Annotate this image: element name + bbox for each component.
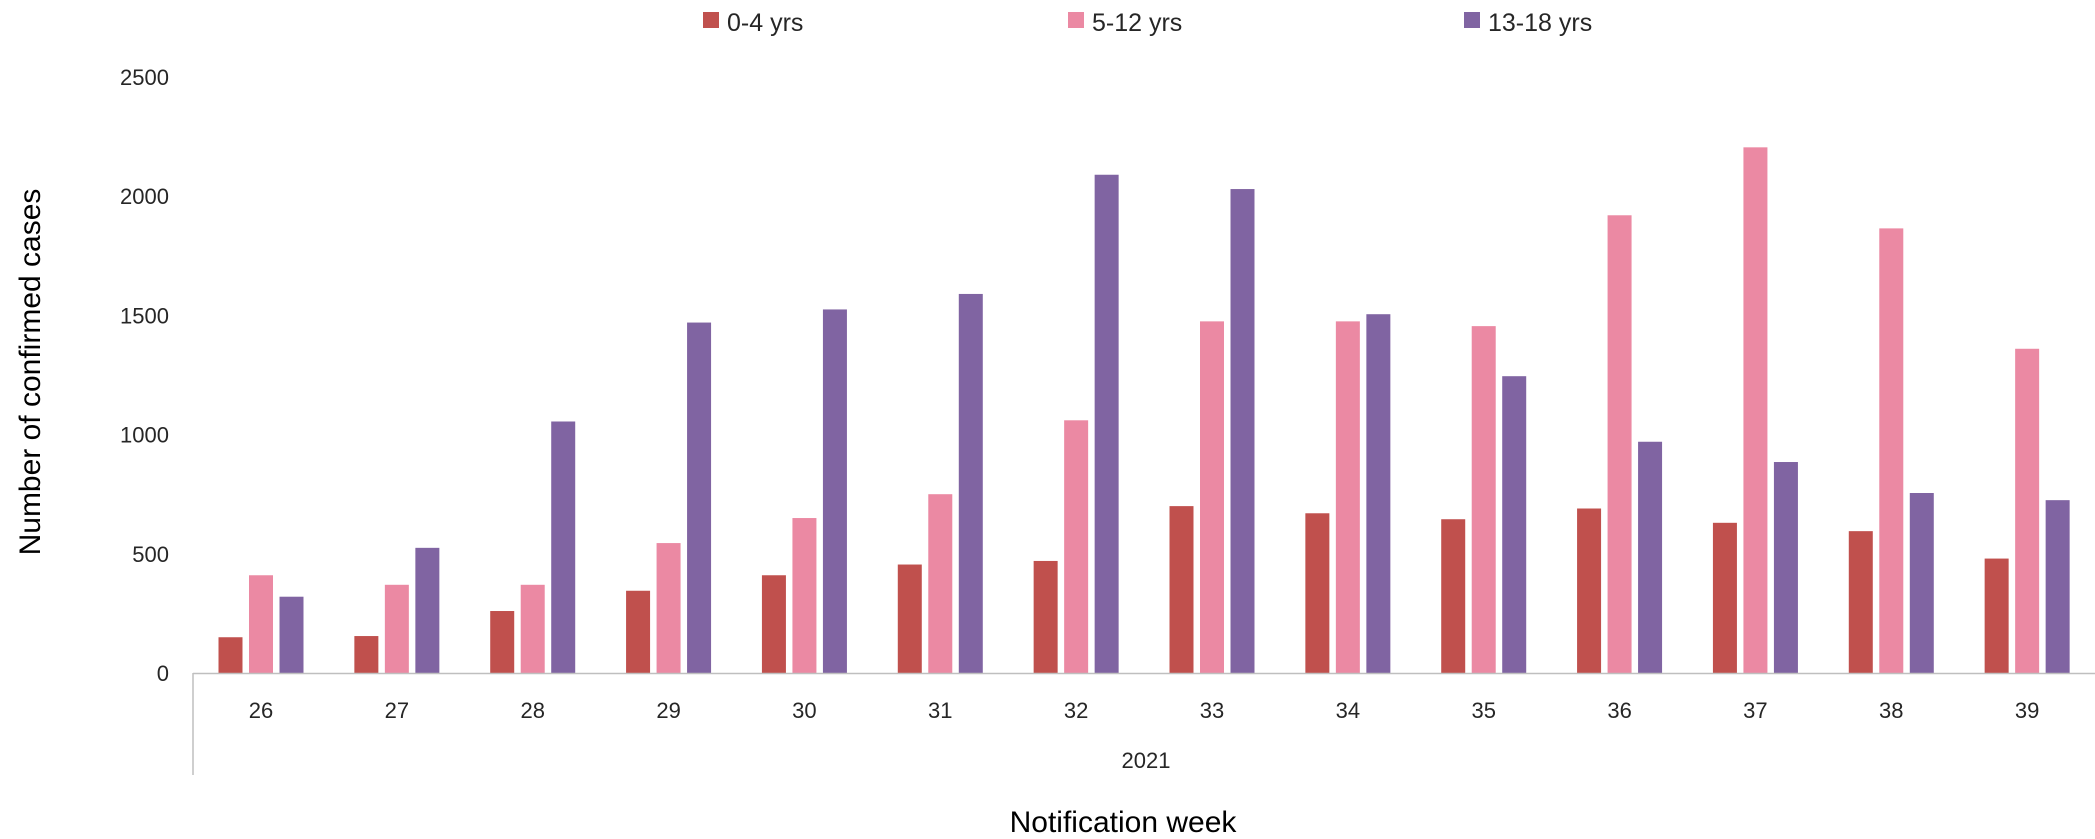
bar <box>897 564 922 673</box>
y-tick-label: 1000 <box>120 423 169 448</box>
bar <box>1743 147 1768 673</box>
legend: 0-4 yrs 5-12 yrs 13-18 yrs <box>703 9 1592 37</box>
bar <box>1712 522 1737 673</box>
bar <box>354 636 379 673</box>
bar <box>792 518 817 673</box>
y-tick-label: 2000 <box>120 184 169 209</box>
legend-item: 13-18 yrs <box>1464 9 1592 37</box>
x-axis-title: Notification week <box>1010 806 1238 839</box>
bar <box>520 584 545 673</box>
bar <box>1471 326 1496 673</box>
bar <box>1366 314 1391 673</box>
bar <box>928 494 953 673</box>
bar <box>1879 228 1904 673</box>
x-tick-label: 28 <box>520 698 544 723</box>
bar <box>1502 376 1527 673</box>
bar <box>1909 493 1934 673</box>
bar <box>279 596 304 673</box>
bar <box>958 293 983 673</box>
y-axis-ticks: 0 500 1000 1500 2000 2500 <box>120 65 169 686</box>
legend-swatch <box>703 12 719 28</box>
legend-label: 13-18 yrs <box>1488 9 1592 37</box>
bar <box>1200 321 1224 673</box>
bars <box>218 147 2070 673</box>
bar <box>490 611 515 673</box>
y-tick-label: 0 <box>157 661 169 686</box>
bar <box>1638 441 1663 673</box>
x-tick-label: 33 <box>1200 698 1224 723</box>
bar <box>384 584 409 673</box>
y-tick-label: 1500 <box>120 303 169 328</box>
y-tick-label: 500 <box>132 542 169 567</box>
bar <box>1848 531 1873 673</box>
bar <box>218 637 243 673</box>
bar <box>1305 513 1330 673</box>
x-tick-label: 26 <box>249 698 273 723</box>
bar <box>656 543 681 673</box>
x-tick-label: 27 <box>385 698 409 723</box>
bar <box>1169 506 1194 673</box>
x-tick-label: 30 <box>792 698 816 723</box>
x-tick-label: 31 <box>928 698 952 723</box>
bar <box>1441 519 1466 673</box>
bar <box>1230 189 1255 673</box>
legend-swatch <box>1068 12 1084 28</box>
legend-label: 0-4 yrs <box>727 9 803 37</box>
x-tick-label: 32 <box>1064 698 1088 723</box>
bar <box>687 322 712 673</box>
x-tick-label: 29 <box>656 698 680 723</box>
y-axis-title: Number of confirmed cases <box>14 189 47 556</box>
x-tick-label: 35 <box>1471 698 1495 723</box>
bar <box>1984 558 2009 673</box>
bar <box>2015 348 2040 673</box>
x-tick-label: 36 <box>1607 698 1631 723</box>
legend-label: 5-12 yrs <box>1092 9 1182 37</box>
bar <box>551 421 576 673</box>
x-tick-label: 38 <box>1879 698 1903 723</box>
bar <box>2045 500 2070 673</box>
bar <box>822 309 847 673</box>
bar <box>1577 508 1602 673</box>
x-axis-ticks: 26 27 28 29 30 31 32 33 34 35 36 37 38 39 <box>249 698 2040 723</box>
x-group-label: 2021 <box>1122 748 1171 773</box>
x-tick-label: 39 <box>2015 698 2039 723</box>
legend-item: 0-4 yrs <box>703 9 803 37</box>
bar <box>1335 321 1360 673</box>
bar <box>1773 462 1798 673</box>
x-tick-label: 34 <box>1336 698 1360 723</box>
bar <box>415 547 440 673</box>
bar <box>1064 420 1089 673</box>
x-tick-label: 37 <box>1743 698 1767 723</box>
axes <box>192 672 2095 775</box>
bar <box>1607 215 1632 673</box>
bar <box>1094 174 1119 673</box>
bar <box>249 575 273 673</box>
legend-swatch <box>1464 12 1480 28</box>
legend-item: 5-12 yrs <box>1068 9 1182 37</box>
bar <box>1033 560 1058 673</box>
bar <box>761 575 786 673</box>
bar <box>626 590 651 673</box>
y-tick-label: 2500 <box>120 65 169 90</box>
